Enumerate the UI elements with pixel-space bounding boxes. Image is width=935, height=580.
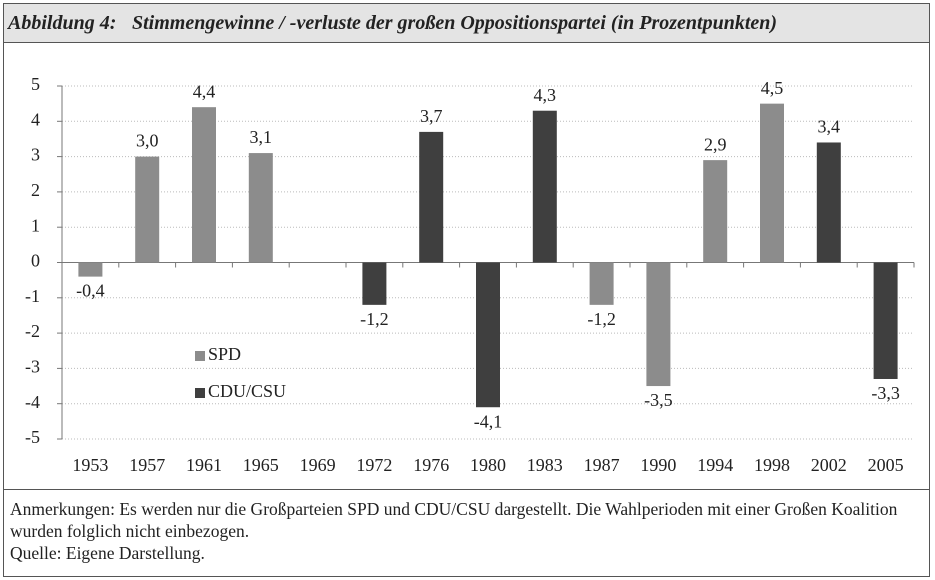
y-tick-label: -1 xyxy=(25,286,40,306)
x-tick-label: 1957 xyxy=(129,455,165,475)
bar xyxy=(760,103,784,263)
value-label: -1,2 xyxy=(587,309,616,329)
value-label: 4,4 xyxy=(193,81,216,101)
value-label: -3,5 xyxy=(644,390,673,410)
legend-label: CDU/CSU xyxy=(208,381,286,401)
x-tick-label: 1961 xyxy=(186,455,222,475)
y-tick-label: -3 xyxy=(25,357,40,377)
x-tick-label: 1980 xyxy=(470,455,506,475)
value-label: -4,1 xyxy=(474,411,503,431)
value-label: -0,4 xyxy=(76,281,105,301)
source: Quelle: Eigene Darstellung. xyxy=(10,543,205,563)
value-label: 4,5 xyxy=(761,78,784,98)
x-tick-label: 1972 xyxy=(356,455,392,475)
x-tick-label: 1965 xyxy=(243,455,279,475)
x-tick-label: 2005 xyxy=(868,455,904,475)
value-label: -3,3 xyxy=(871,383,900,403)
figure: Abbildung 4: Stimmengewinne / -verluste d… xyxy=(3,3,930,577)
note: Anmerkungen: Es werden nur die Großparte… xyxy=(10,499,898,541)
x-tick-label: 1994 xyxy=(697,455,733,475)
legend-swatch xyxy=(195,351,205,361)
y-tick-label: -5 xyxy=(25,427,40,447)
value-label: 3,1 xyxy=(250,127,273,147)
chart: -5 -4 -3 -2 -1 0 1 2 3 4 5 1953 1957 1961 1965 1969 1972… xyxy=(25,74,915,475)
bar xyxy=(135,156,160,263)
x-tick-label: 1987 xyxy=(584,455,620,475)
bar xyxy=(646,262,671,387)
bar xyxy=(476,262,500,408)
notes: Anmerkungen: Es werden nur die Großparte… xyxy=(4,489,929,564)
title-bar: Abbildung 4: Stimmengewinne / -verluste d… xyxy=(4,4,929,43)
bar xyxy=(589,262,614,305)
x-tick-label: 1990 xyxy=(640,455,676,475)
bar xyxy=(816,142,841,263)
value-label: 3,0 xyxy=(136,131,159,151)
legend-label: SPD xyxy=(208,344,241,364)
bar xyxy=(362,262,387,305)
x-tick-label: 1983 xyxy=(527,455,563,475)
y-tick-label: 4 xyxy=(31,109,40,129)
y-tick-label: 5 xyxy=(31,74,40,94)
y-tick-label: 1 xyxy=(31,215,40,235)
y-tick-label: 2 xyxy=(31,180,40,200)
bar xyxy=(192,107,216,263)
legend-swatch xyxy=(195,388,205,398)
x-tick-label: 1976 xyxy=(413,455,449,475)
y-tick-label: -2 xyxy=(25,321,40,341)
bar xyxy=(248,153,273,263)
x-tick-label: 1953 xyxy=(72,455,108,475)
y-tick-label: 3 xyxy=(31,145,40,165)
x-tick-label: 1969 xyxy=(300,455,336,475)
value-label: 3,4 xyxy=(818,117,841,137)
value-label: 2,9 xyxy=(704,134,727,154)
y-tick-label: -4 xyxy=(25,392,40,412)
value-label: -1,2 xyxy=(360,309,389,329)
bar xyxy=(532,110,557,263)
chart-title: Stimmengewinne / -verluste der großen Op… xyxy=(132,12,778,34)
x-tick-label: 1998 xyxy=(754,455,790,475)
value-label: 4,3 xyxy=(534,85,557,105)
y-tick-label: 0 xyxy=(31,251,40,271)
figure-label: Abbildung 4: xyxy=(8,12,117,34)
bar xyxy=(419,131,444,263)
x-tick-label: 2002 xyxy=(811,455,847,475)
value-label: 3,7 xyxy=(420,106,443,126)
bar xyxy=(78,262,103,277)
bar xyxy=(873,262,898,379)
bar xyxy=(703,160,728,263)
